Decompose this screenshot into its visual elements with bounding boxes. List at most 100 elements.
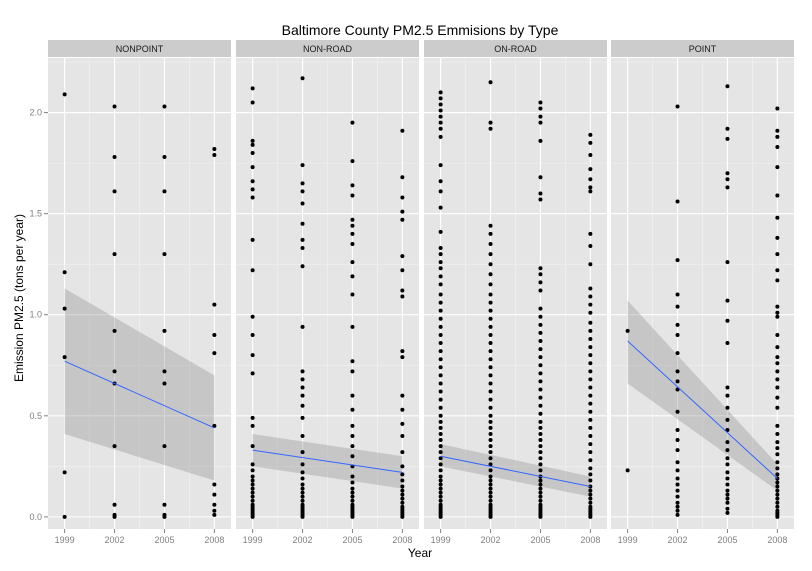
data-point (538, 514, 543, 519)
data-point (212, 502, 217, 507)
data-point (725, 488, 730, 493)
data-point (350, 241, 355, 246)
data-point (250, 353, 255, 358)
data-point (725, 440, 730, 445)
data-point (400, 478, 405, 483)
data-point (538, 450, 543, 455)
data-point (588, 377, 593, 382)
data-point (438, 266, 443, 271)
data-point (438, 468, 443, 473)
data-point (488, 431, 493, 436)
data-point (775, 193, 780, 198)
data-point (488, 292, 493, 297)
data-point (350, 454, 355, 459)
data-point (775, 504, 780, 509)
x-tick-label: 2008 (392, 535, 412, 545)
data-point (488, 316, 493, 321)
data-point (350, 183, 355, 188)
data-point (538, 425, 543, 430)
data-point (438, 189, 443, 194)
x-tick-label: 2005 (154, 535, 174, 545)
data-point (588, 401, 593, 406)
data-point (725, 318, 730, 323)
facet-strip-label: NONPOINT (116, 44, 164, 54)
data-point (588, 385, 593, 390)
data-point (62, 470, 67, 475)
data-point (538, 288, 543, 293)
data-point (675, 379, 680, 384)
data-point (438, 456, 443, 461)
data-point (438, 90, 443, 95)
data-point (438, 102, 443, 107)
facet-strip (424, 40, 607, 57)
data-point (250, 423, 255, 428)
data-point (250, 268, 255, 273)
data-point (488, 462, 493, 467)
data-point (300, 415, 305, 420)
facet-panel-on-road: ON-ROAD 1999 2002 2005 2008 (424, 40, 607, 545)
data-point (775, 332, 780, 337)
data-point (62, 92, 67, 97)
data-point (775, 514, 780, 519)
data-point (588, 231, 593, 236)
data-point (588, 310, 593, 315)
data-point (438, 308, 443, 313)
data-point (250, 100, 255, 105)
data-point (725, 500, 730, 505)
data-point (675, 332, 680, 337)
data-point (488, 120, 493, 125)
data-point (438, 332, 443, 337)
data-point (350, 223, 355, 228)
data-point (538, 191, 543, 196)
data-point (350, 486, 355, 491)
data-point (212, 351, 217, 356)
data-point (725, 456, 730, 461)
data-point (162, 155, 167, 160)
data-point (538, 486, 543, 491)
data-point (488, 324, 493, 329)
data-point (300, 76, 305, 81)
data-point (538, 314, 543, 319)
data-point (438, 419, 443, 424)
data-point (400, 268, 405, 273)
data-point (538, 462, 543, 467)
data-point (400, 500, 405, 505)
data-point (588, 466, 593, 471)
data-point (112, 189, 117, 194)
data-point (488, 468, 493, 473)
data-point (775, 423, 780, 428)
data-point (400, 349, 405, 354)
data-point (300, 490, 305, 495)
data-point (725, 341, 730, 346)
chart-title: Baltimore County PM2.5 Emmisions by Type (282, 22, 559, 38)
data-point (300, 498, 305, 503)
facet-panel-non-road: NON-ROAD 1999 2002 2005 2008 (236, 40, 419, 545)
data-point (725, 171, 730, 176)
data-point (488, 405, 493, 410)
data-point (250, 444, 255, 449)
data-point (488, 514, 493, 519)
data-point (112, 328, 117, 333)
data-point (775, 488, 780, 493)
data-point (300, 324, 305, 329)
data-point (538, 355, 543, 360)
data-point (438, 357, 443, 362)
data-point (212, 512, 217, 517)
data-point (250, 486, 255, 491)
data-point (538, 438, 543, 443)
data-point (400, 355, 405, 360)
x-tick-label: 2008 (767, 535, 787, 545)
data-point (775, 385, 780, 390)
data-point (400, 464, 405, 469)
data-point (538, 444, 543, 449)
data-point (538, 120, 543, 125)
data-point (350, 292, 355, 297)
data-point (725, 427, 730, 432)
data-point (775, 144, 780, 149)
data-point (300, 181, 305, 186)
data-point (488, 397, 493, 402)
data-point (488, 300, 493, 305)
data-point (438, 96, 443, 101)
data-point (438, 405, 443, 410)
